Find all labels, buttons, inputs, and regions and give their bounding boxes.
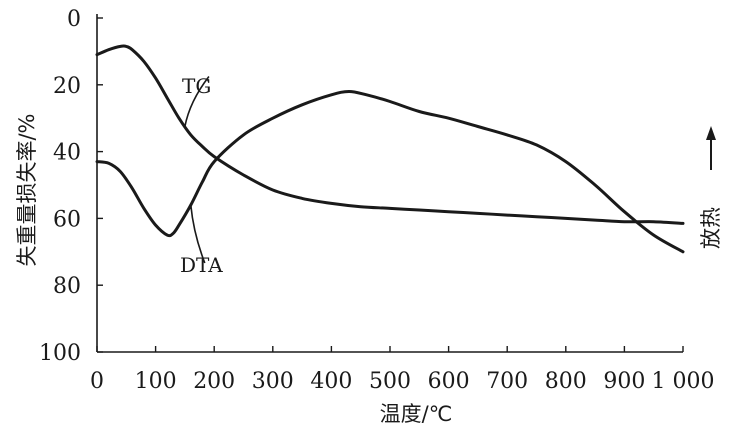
y-tick-label: 80 xyxy=(53,274,81,299)
x-tick-label: 100 xyxy=(135,369,177,394)
annotation-label-tg: TG xyxy=(182,74,211,98)
exotherm-label: 放热 xyxy=(699,207,723,249)
annotation-leader-tg xyxy=(184,76,210,127)
x-tick-label: 1 000 xyxy=(652,369,715,394)
series-dta-line xyxy=(95,90,685,254)
axes xyxy=(96,14,683,353)
x-tick-label: 800 xyxy=(545,369,587,394)
exotherm-arrow-head xyxy=(706,126,716,140)
y-tick-label: 20 xyxy=(53,74,81,99)
x-tick-label: 700 xyxy=(486,369,528,394)
x-ticks: 0 100 200 300 400 500 600 700 800 900 1 000 xyxy=(90,346,714,394)
x-tick-label: 200 xyxy=(193,369,235,394)
y-tick-label: 100 xyxy=(39,341,81,366)
y-tick-label: 60 xyxy=(53,207,81,232)
x-axis-title: 温度/℃ xyxy=(380,402,453,426)
x-tick-label: 400 xyxy=(310,369,352,394)
x-tick-label: 900 xyxy=(603,369,645,394)
series-tg-line xyxy=(95,44,685,225)
annotation-layer: TG DTA xyxy=(180,74,223,277)
exotherm-indicator: 放热 xyxy=(699,126,723,249)
series-layer xyxy=(95,44,685,254)
x-tick-label: 0 xyxy=(90,369,104,394)
x-tick-label: 600 xyxy=(428,369,470,394)
y-ticks: 0 20 40 60 80 100 xyxy=(39,7,103,366)
annotation-leader-dta xyxy=(190,204,206,264)
x-tick-label: 500 xyxy=(369,369,411,394)
y-tick-label: 0 xyxy=(67,7,81,32)
y-tick-label: 40 xyxy=(53,141,81,166)
y-axis-title: 失重量损失率/% xyxy=(15,113,39,266)
annotation-label-dta: DTA xyxy=(180,253,223,277)
x-tick-label: 300 xyxy=(252,369,294,394)
